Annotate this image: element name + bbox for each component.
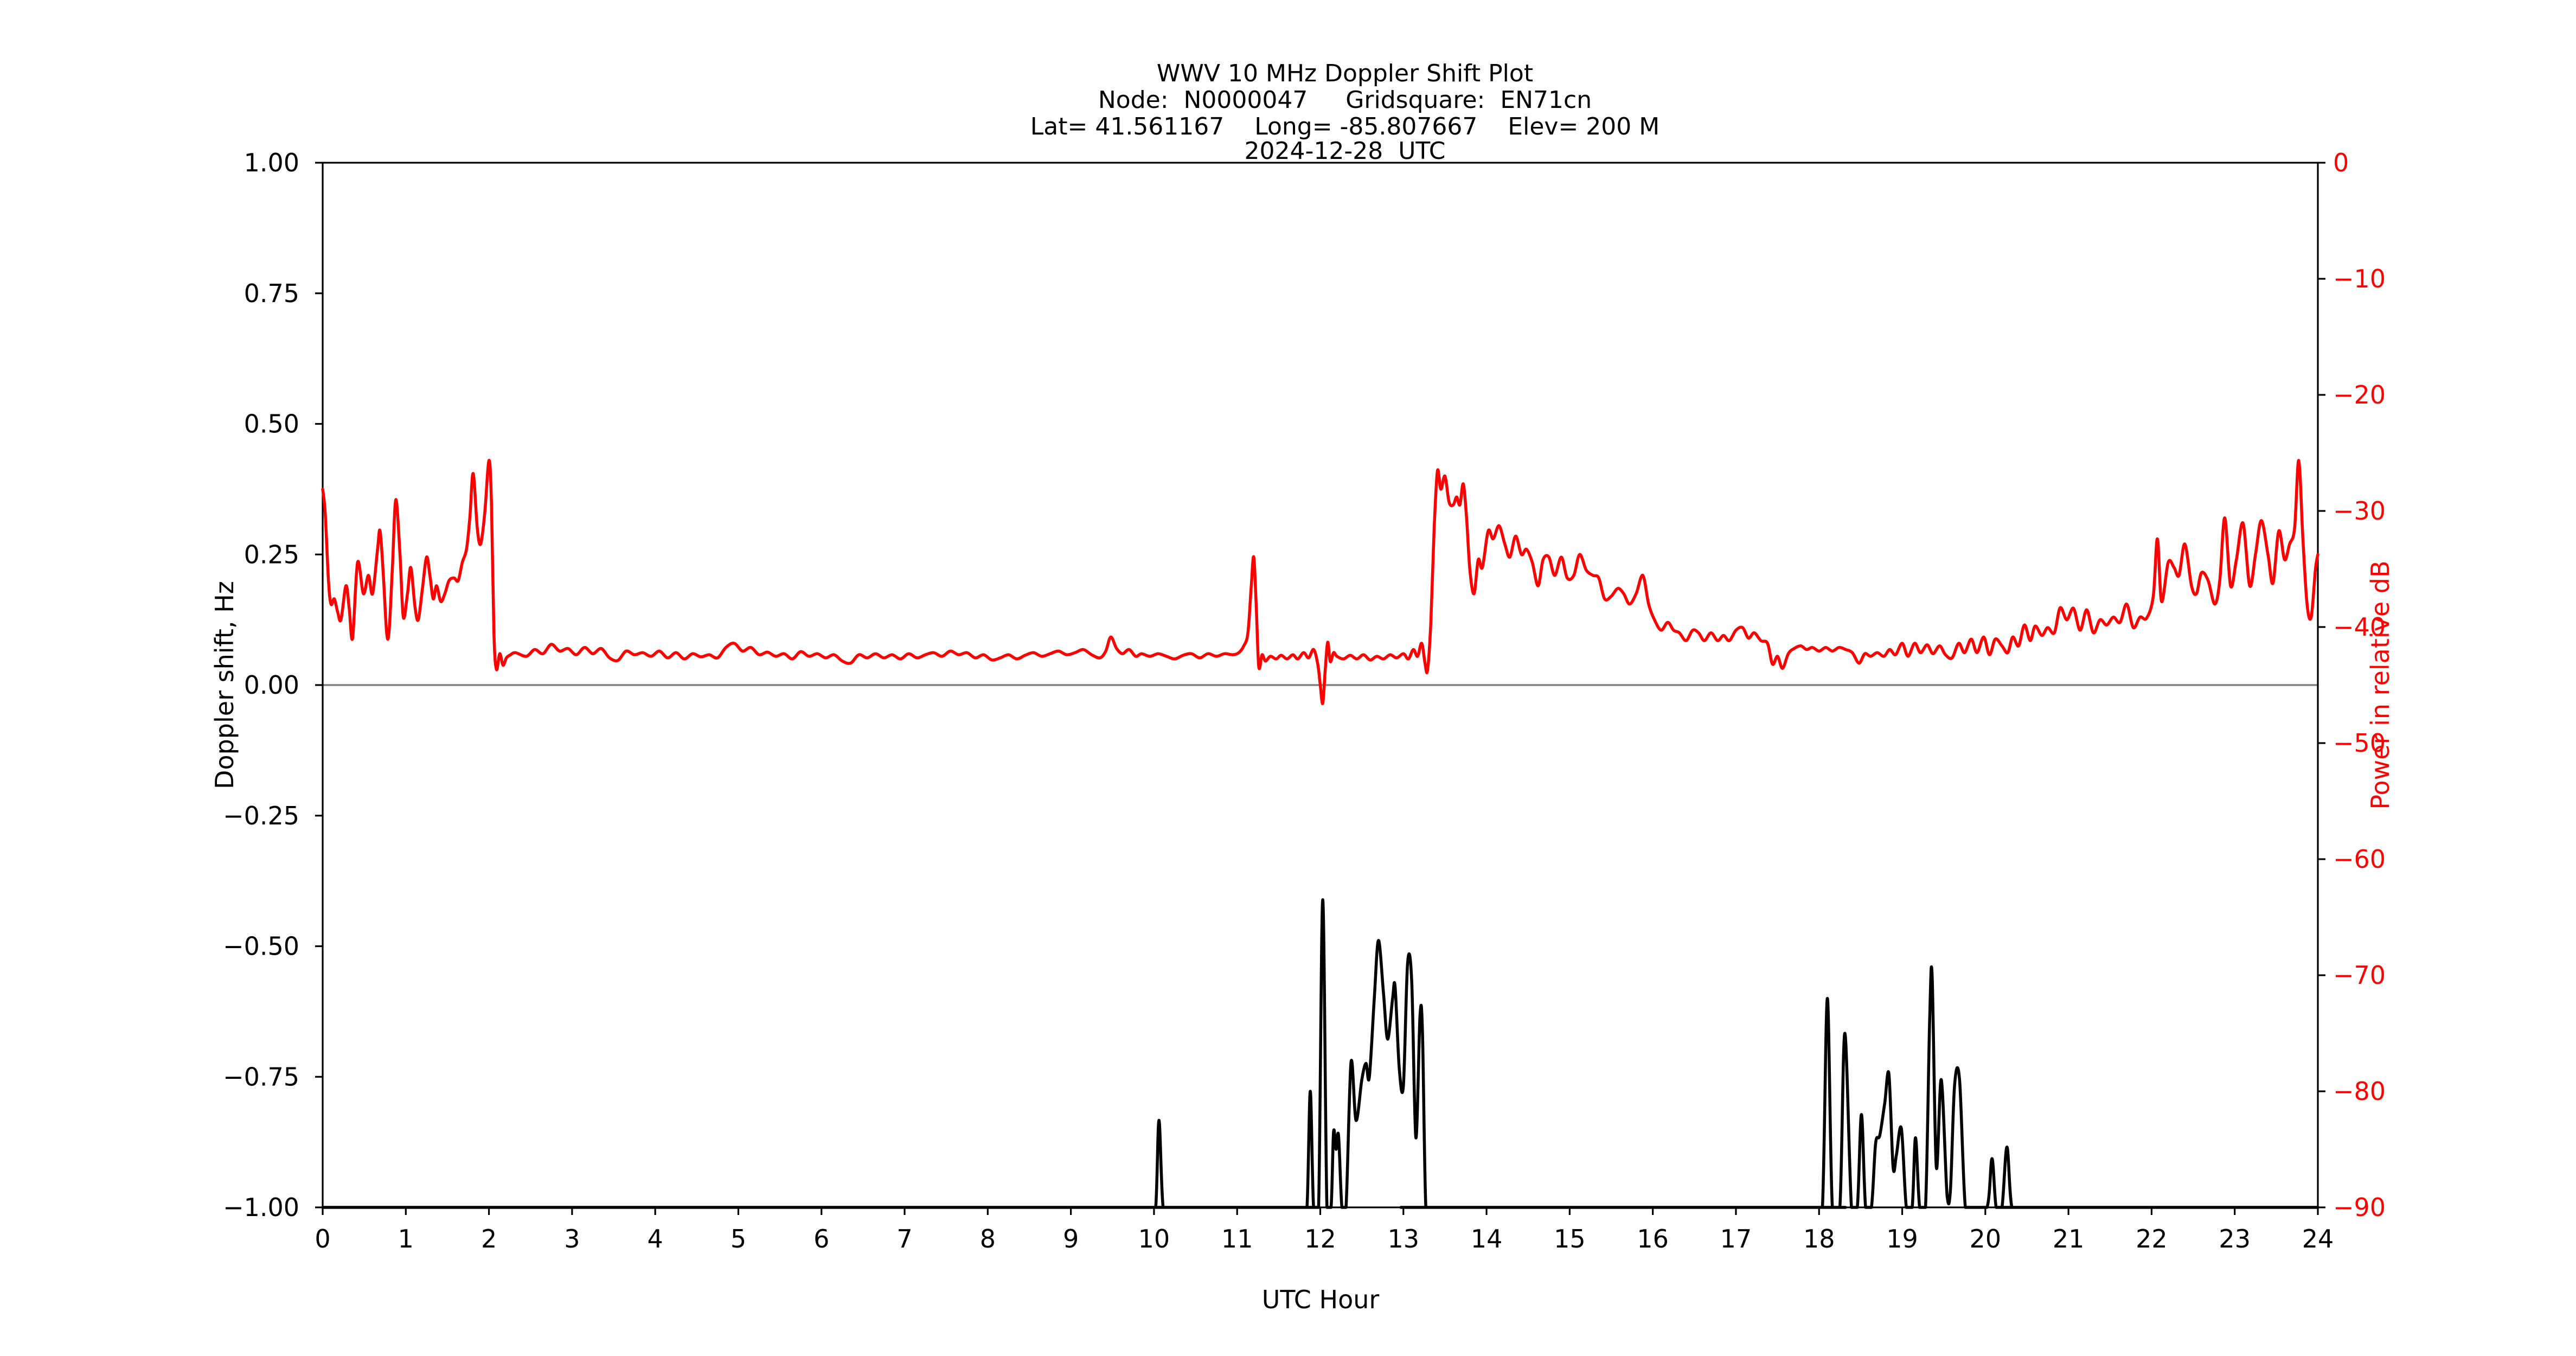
x-axis-label: UTC Hour: [1262, 1285, 1380, 1314]
power-curve: [321, 898, 2319, 1209]
plot-frame: [322, 162, 2319, 1208]
x-tick-label: 11: [1221, 1224, 1253, 1253]
x-tick-label: 1: [398, 1224, 414, 1253]
doppler-curve: [321, 459, 2319, 705]
left-y-tick-label: −1.00: [223, 1193, 299, 1222]
x-tick-label: 20: [1970, 1224, 2002, 1253]
left-y-axis-label: Doppler shift, Hz: [210, 581, 239, 789]
title-line-2: Node: N0000047 Gridsquare: EN71cn: [1098, 86, 1592, 114]
x-tick-label: 6: [813, 1224, 829, 1253]
right-y-tick-label: −70: [2333, 961, 2386, 990]
x-tick-label: 24: [2302, 1224, 2334, 1253]
x-tick-label: 22: [2136, 1224, 2168, 1253]
title-line-4: 2024-12-28 UTC: [1245, 137, 1446, 165]
right-y-tick-label: −20: [2333, 380, 2386, 410]
x-tick-label: 23: [2219, 1224, 2251, 1253]
x-tick-label: 18: [1803, 1224, 1835, 1253]
x-tick-label: 9: [1063, 1224, 1079, 1253]
x-tick-label: 2: [481, 1224, 497, 1253]
x-tick-label: 10: [1138, 1224, 1170, 1253]
x-tick-label: 13: [1388, 1224, 1420, 1253]
x-tick-label: 19: [1886, 1224, 1918, 1253]
x-tick-label: 12: [1304, 1224, 1336, 1253]
x-tick-label: 7: [896, 1224, 912, 1253]
right-y-tick-label: −50: [2333, 728, 2386, 758]
chart-title: WWV 10 MHz Doppler Shift Plot Node: N000…: [1030, 60, 1659, 165]
x-tick-label: 16: [1637, 1224, 1669, 1253]
right-y-tick-label: −60: [2333, 845, 2386, 874]
x-tick-label: 8: [980, 1224, 996, 1253]
left-y-tick-label: 0.50: [244, 410, 299, 439]
left-y-tick-label: −0.25: [223, 801, 299, 830]
right-y-tick-label: −10: [2333, 264, 2386, 293]
right-y-tick-label: 0: [2333, 148, 2349, 177]
right-y-tick-label: −90: [2333, 1193, 2386, 1222]
x-tick-label: 21: [2053, 1224, 2085, 1253]
x-tick-label: 3: [564, 1224, 580, 1253]
left-y-tick-label: 1.00: [244, 148, 299, 177]
left-y-tick-label: 0.00: [244, 670, 299, 700]
axis-ticks-layer: 0 1 2 3 4 5 6 7 8 9 10 11 12 13 14 15 16 17 18 19 20 21 22 23 24…: [223, 148, 2386, 1253]
left-y-tick-label: 0.75: [244, 279, 299, 308]
left-y-tick-label: 0.25: [244, 540, 299, 569]
title-line-1: WWV 10 MHz Doppler Shift Plot: [1157, 60, 1533, 87]
left-y-tick-label: −0.50: [223, 932, 299, 961]
right-y-axis-label: Power in relative dB: [2366, 560, 2395, 809]
x-tick-label: 5: [730, 1224, 746, 1253]
x-tick-label: 0: [315, 1224, 330, 1253]
right-y-tick-label: −40: [2333, 612, 2386, 642]
x-tick-label: 15: [1554, 1224, 1586, 1253]
title-line-3: Lat= 41.561167 Long= -85.807667 Elev= 20…: [1030, 113, 1659, 140]
x-tick-label: 14: [1471, 1224, 1503, 1253]
x-tick-label: 17: [1720, 1224, 1752, 1253]
right-y-tick-label: −80: [2333, 1077, 2386, 1106]
x-tick-label: 4: [648, 1224, 663, 1253]
left-y-tick-label: −0.75: [223, 1062, 299, 1091]
right-y-tick-label: −30: [2333, 496, 2386, 526]
